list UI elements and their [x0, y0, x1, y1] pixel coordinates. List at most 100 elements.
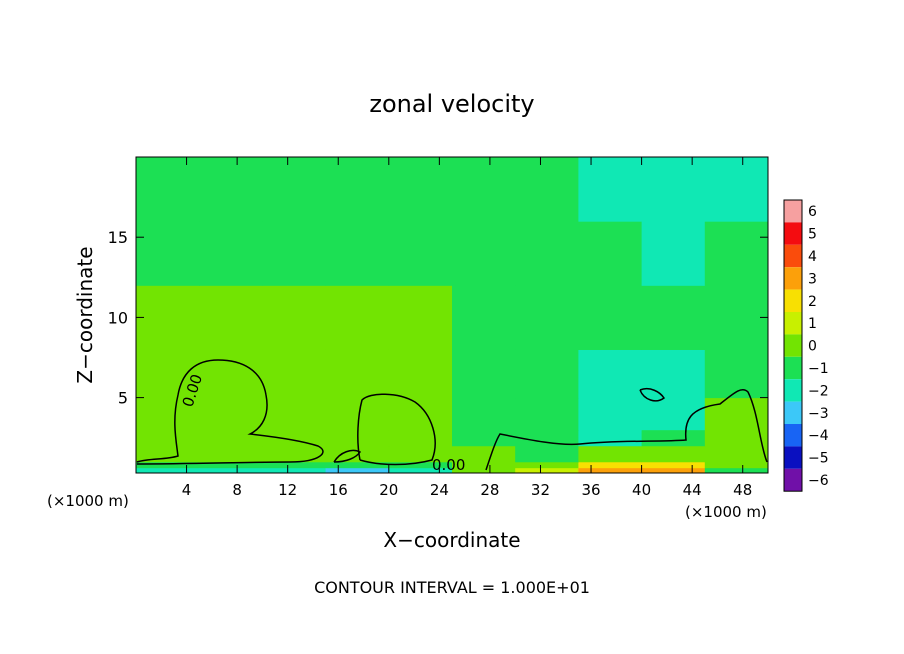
field-cell	[199, 349, 263, 399]
field-cell	[199, 445, 263, 463]
field-cell	[452, 157, 516, 222]
field-cell	[515, 157, 579, 222]
field-cell	[136, 445, 200, 463]
field-cell	[704, 397, 768, 431]
surface-band-cell	[136, 468, 200, 473]
field-cell	[136, 349, 200, 399]
field-cell	[262, 157, 327, 222]
field-cell	[578, 397, 643, 431]
surface-band-cell	[199, 468, 263, 473]
field-cell	[199, 461, 263, 473]
x-tick-label: 4	[182, 481, 192, 499]
field-cell	[641, 445, 706, 463]
x-tick-label: 40	[632, 481, 651, 499]
field-cell	[262, 221, 327, 286]
field-cell	[515, 461, 579, 473]
y-axis-ticks: 5 10 15	[108, 228, 768, 408]
field-cell	[452, 221, 516, 286]
colorbar-swatch	[784, 312, 802, 335]
field-cell	[452, 429, 516, 447]
field-cell	[325, 461, 390, 473]
field-cell	[578, 157, 643, 222]
field-cell	[388, 221, 453, 286]
y-tick-label: 15	[108, 228, 128, 247]
field-cell	[388, 349, 453, 399]
x-tick-label: 48	[733, 481, 752, 499]
field-cell	[452, 397, 516, 431]
x-tick-label: 28	[480, 481, 499, 499]
field-cell	[704, 285, 768, 350]
field-cell	[515, 349, 579, 399]
colorbar-swatch	[784, 289, 802, 312]
field-cell	[641, 285, 706, 350]
x-tick-label: 44	[683, 481, 702, 499]
colorbar-swatch	[784, 334, 802, 357]
x-tick-label: 32	[531, 481, 550, 499]
field-cell	[262, 397, 327, 431]
field-cell	[199, 157, 263, 222]
colorbar-frame	[783, 199, 803, 492]
field-cell	[452, 349, 516, 399]
surface-band-cell	[388, 468, 453, 473]
x-unit-left: (×1000 m)	[47, 492, 129, 510]
zero-contours	[136, 359, 768, 471]
field-cell	[704, 445, 768, 463]
colorbar-label: −3	[808, 406, 829, 422]
surface-band-cell	[452, 468, 516, 473]
field-cell	[262, 429, 327, 447]
y-axis-label: Z−coordinate	[73, 246, 97, 383]
field-cell	[325, 157, 390, 222]
surface-band-cell	[515, 468, 579, 473]
colorbar-label: −2	[808, 383, 829, 399]
field-cell	[388, 445, 453, 463]
field-cell	[641, 157, 706, 222]
field-cell	[262, 285, 327, 350]
colorbar-label: −4	[808, 428, 829, 444]
field-cell	[641, 461, 706, 473]
field-cell	[199, 397, 263, 431]
surface-band-cell	[578, 468, 643, 473]
y-tick-label: 10	[108, 308, 128, 327]
zero-contour-line	[485, 388, 768, 471]
chart-title: zonal velocity	[369, 90, 534, 118]
x-tick-label: 16	[329, 481, 348, 499]
colorbar-label: 3	[808, 271, 817, 287]
x-unit-right: (×1000 m)	[685, 503, 767, 521]
field-cell	[515, 397, 579, 431]
field-cell	[641, 221, 706, 286]
x-tick-label: 36	[581, 481, 600, 499]
colorbar-swatch	[784, 267, 802, 290]
field-cell	[388, 429, 453, 447]
colorbar-swatch	[784, 222, 802, 245]
field-cell	[641, 429, 706, 447]
field-cell	[452, 285, 516, 350]
field-cell	[641, 397, 706, 431]
colorbar-swatch	[784, 468, 802, 492]
colorbar-label: 6	[808, 204, 817, 220]
contour-label-bottom: 0.00	[432, 456, 465, 474]
colorbar-swatch	[784, 401, 802, 424]
field-cell	[388, 285, 453, 350]
field-cell	[325, 221, 390, 286]
x-tick-label: 12	[278, 481, 297, 499]
field-cell	[388, 397, 453, 431]
field-cell	[704, 349, 768, 399]
colorbar-label: 1	[808, 316, 817, 332]
field-cell	[136, 221, 200, 286]
field-cell	[578, 349, 643, 399]
colorbar-swatch	[784, 356, 802, 380]
field-cell	[262, 349, 327, 399]
colorbar-swatch	[784, 200, 802, 223]
field-cell	[578, 221, 643, 286]
field-cell	[704, 221, 768, 286]
colorbar-swatch	[784, 379, 802, 402]
zero-contour-line	[136, 359, 324, 465]
colorbar-swatch	[784, 446, 802, 469]
field-cell	[388, 461, 453, 473]
field-cell	[199, 285, 263, 350]
field-cell	[136, 397, 200, 431]
field-cell	[515, 445, 579, 463]
colorbar-label: 4	[808, 249, 817, 265]
